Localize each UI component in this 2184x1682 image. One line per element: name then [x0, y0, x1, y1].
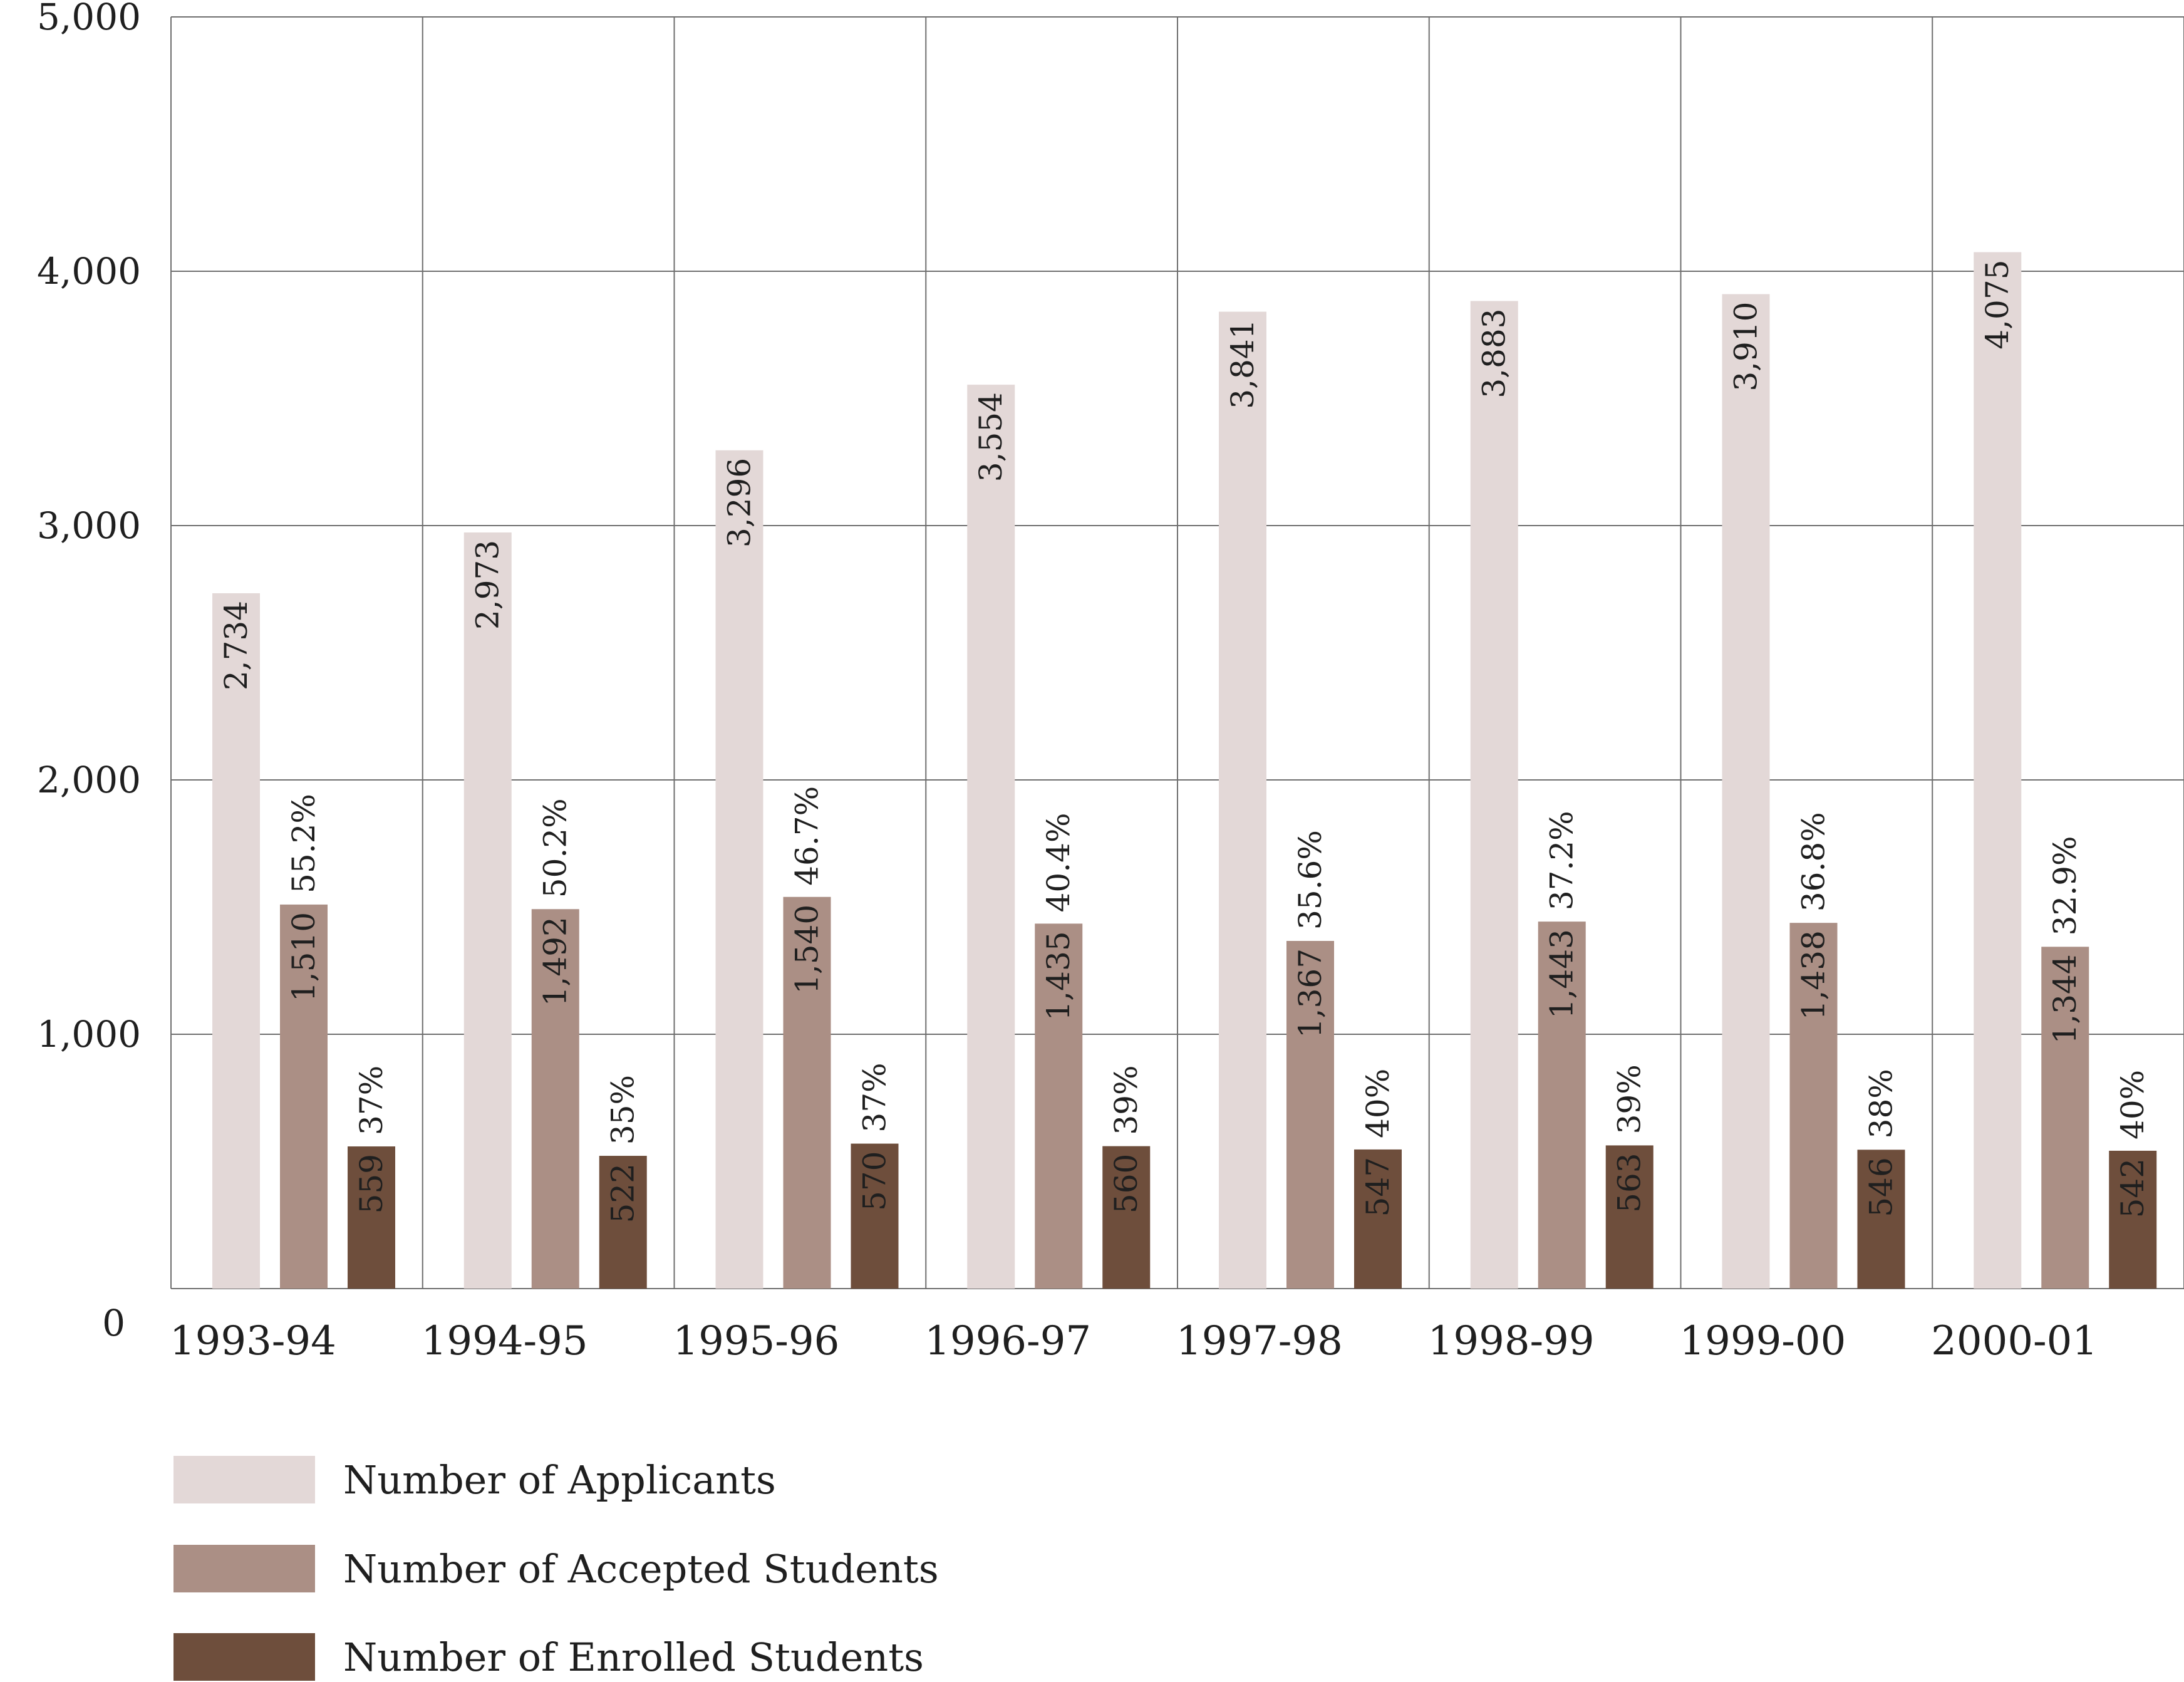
bar-s1-c0 — [280, 904, 328, 1289]
bar-s2-c0 — [348, 1146, 395, 1289]
percent-label: 35.6% — [1292, 830, 1328, 930]
bars — [212, 252, 2157, 1289]
percent-label: 37.2% — [1544, 811, 1580, 910]
percent-label: 39% — [1612, 1064, 1648, 1134]
percent-label: 37% — [353, 1066, 390, 1135]
bar-s2-c5 — [1605, 1145, 1654, 1289]
value-label: 1,438 — [1796, 930, 1832, 1020]
value-label: 1,344 — [2047, 954, 2083, 1044]
bar-s2-c2 — [851, 1143, 899, 1289]
legend-label-1: Number of Accepted Students — [343, 1546, 939, 1592]
grid — [170, 16, 2184, 1289]
y-tick-label: 4,000 — [37, 250, 141, 293]
bar-s0-c3 — [967, 385, 1015, 1289]
value-label: 3,296 — [722, 458, 758, 548]
bar-s1-c6 — [1789, 923, 1838, 1289]
value-label: 1,367 — [1292, 948, 1328, 1038]
value-label: 2,734 — [218, 601, 254, 690]
bar-s2-c1 — [599, 1156, 647, 1289]
bar-s0-c1 — [463, 532, 512, 1289]
bar-s0-c0 — [212, 593, 260, 1289]
legend-swatch-0 — [173, 1456, 315, 1503]
legend-swatch-1 — [173, 1545, 315, 1592]
x-tick-label: 2000-01 — [1931, 1318, 2098, 1364]
x-tick-label: 1997-98 — [1176, 1318, 1343, 1364]
data-labels: 2,734 2,973 3,296 3,554 3,841 3,883 3,910 4,075… — [218, 260, 2151, 1223]
value-label: 3,841 — [1224, 319, 1261, 409]
y-tick-label: 1,000 — [37, 1013, 141, 1056]
value-label: 560 — [1108, 1154, 1144, 1213]
bar-s1-c3 — [1035, 923, 1083, 1289]
x-tick-label: 1994-95 — [422, 1318, 588, 1364]
percent-label: 40% — [2114, 1070, 2151, 1140]
percent-label: 38% — [1863, 1069, 1900, 1138]
percent-label: 36.8% — [1796, 812, 1832, 911]
value-label: 559 — [353, 1154, 390, 1213]
x-tick-label: 1998-99 — [1428, 1318, 1595, 1364]
value-label: 570 — [857, 1151, 893, 1211]
percent-label: 40% — [1360, 1069, 1396, 1138]
value-label: 2,973 — [470, 540, 506, 630]
x-tick-label: 1993-94 — [170, 1318, 336, 1364]
bar-s1-c7 — [2041, 947, 2089, 1289]
percent-label: 46.7% — [789, 786, 825, 886]
percent-label: 50.2% — [537, 798, 574, 898]
bar-s2-c7 — [2109, 1150, 2157, 1289]
legend-label-2: Number of Enrolled Students — [343, 1634, 924, 1680]
bar-s1-c2 — [783, 896, 831, 1289]
bar-s2-c4 — [1354, 1149, 1402, 1289]
percent-label: 32.9% — [2047, 836, 2083, 935]
value-label: 1,492 — [537, 916, 574, 1006]
x-tick-label: 1999-00 — [1679, 1318, 1846, 1364]
bar-s0-c7 — [1974, 252, 2022, 1289]
percent-label: 37% — [857, 1062, 893, 1132]
bar-s1-c5 — [1538, 921, 1586, 1289]
percent-label: 40.4% — [1040, 813, 1077, 913]
percent-label: 55.2% — [286, 794, 322, 893]
value-label: 1,540 — [789, 905, 825, 994]
x-tick-label: 1996-97 — [924, 1318, 1091, 1364]
value-label: 3,910 — [1728, 302, 1764, 392]
value-label: 3,554 — [973, 392, 1009, 482]
percent-label: 39% — [1108, 1065, 1144, 1134]
value-label: 542 — [2114, 1158, 2151, 1218]
bar-s2-c6 — [1857, 1150, 1905, 1289]
bar-s0-c5 — [1470, 301, 1518, 1289]
bar-s2-c3 — [1102, 1146, 1151, 1289]
x-tick-label: 1995-96 — [673, 1318, 839, 1364]
bar-s0-c4 — [1219, 311, 1266, 1289]
legend-swatch-2 — [173, 1633, 315, 1681]
percent-label: 35% — [605, 1075, 641, 1145]
axes: 0 1,000 2,000 3,000 4,000 5,000 1993-94 1994-95… — [37, 0, 2098, 1364]
value-label: 1,435 — [1040, 931, 1077, 1020]
value-label: 4,075 — [1979, 260, 2016, 350]
value-label: 1,443 — [1544, 929, 1580, 1019]
bar-s0-c2 — [715, 450, 763, 1289]
value-label: 3,883 — [1476, 309, 1513, 398]
value-label: 547 — [1360, 1157, 1396, 1217]
value-label: 1,510 — [286, 912, 322, 1002]
bar-s0-c6 — [1722, 294, 1770, 1289]
y-tick-label: 2,000 — [37, 759, 141, 801]
legend: Number of Applicants Number of Accepted S… — [173, 1456, 939, 1681]
legend-label-0: Number of Applicants — [343, 1457, 776, 1503]
value-label: 522 — [605, 1163, 641, 1223]
y-tick-label: 0 — [102, 1302, 125, 1344]
bar-s1-c4 — [1286, 940, 1334, 1289]
bar-s1-c1 — [531, 909, 579, 1289]
value-label: 546 — [1863, 1157, 1900, 1217]
y-tick-label: 3,000 — [37, 504, 141, 547]
value-label: 563 — [1612, 1153, 1648, 1212]
y-tick-label: 5,000 — [37, 0, 141, 38]
